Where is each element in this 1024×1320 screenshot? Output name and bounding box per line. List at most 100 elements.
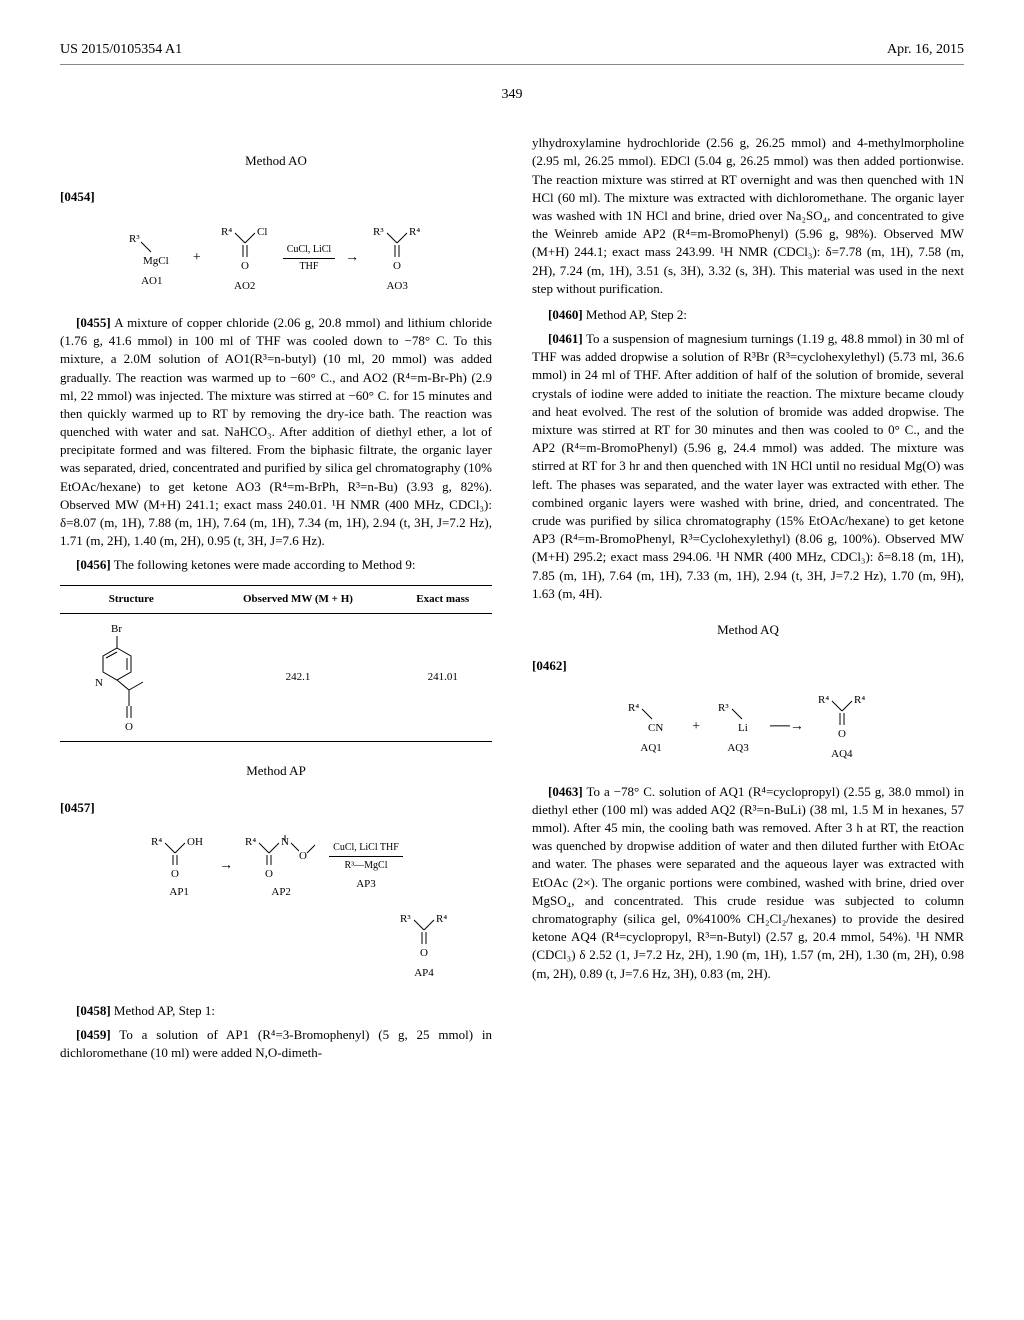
- svg-text:O: O: [171, 868, 179, 879]
- ap4-structure: R³ R⁴ O: [396, 910, 452, 960]
- para-0455-text: A mixture of copper chloride (2.06 g, 20…: [60, 315, 492, 548]
- svg-text:R⁴: R⁴: [245, 836, 256, 848]
- para-0454: [0454]: [60, 188, 492, 206]
- svg-text:O: O: [393, 260, 401, 272]
- aq3-label: AQ3: [727, 741, 748, 756]
- th-structure: Structure: [60, 585, 202, 613]
- aq4-structure: R⁴ R⁴ O: [814, 691, 870, 741]
- ao2-label: AO2: [234, 279, 255, 294]
- para-0463-text: To a −78° C. solution of AQ1 (R⁴=cyclopr…: [532, 784, 964, 981]
- para-0462: [0462]: [532, 657, 964, 675]
- aq3-structure: R³ Li: [716, 697, 760, 735]
- para-0457: [0457]: [60, 799, 492, 817]
- ao3-label: AO3: [386, 279, 407, 294]
- para-num-0457: [0457]: [60, 800, 95, 815]
- plus-ao: +: [193, 248, 201, 268]
- step2-label: Method AP, Step 2:: [586, 307, 687, 322]
- structure-cell: Br N O: [60, 613, 202, 741]
- scheme-ap: R⁴ OH O AP1 → R⁴: [60, 833, 492, 982]
- method-ap-title: Method AP: [60, 762, 492, 780]
- para-0456-text: The following ketones were made accordin…: [114, 557, 416, 572]
- arrow-ao: CuCl, LiCl THF: [283, 243, 335, 274]
- th-exact: Exact mass: [393, 585, 492, 613]
- svg-text:R³: R³: [129, 233, 140, 245]
- para-num-0462: [0462]: [532, 658, 567, 673]
- para-num-0463: [0463]: [548, 784, 583, 799]
- svg-text:R⁴: R⁴: [818, 694, 829, 706]
- ap3-label: AP3: [356, 877, 376, 892]
- arrow-ao-bottom: THF: [295, 259, 322, 274]
- svg-text:R⁴: R⁴: [409, 226, 420, 238]
- svg-text:Cl: Cl: [257, 226, 267, 238]
- svg-text:O: O: [241, 260, 249, 272]
- svg-text:R⁴: R⁴: [151, 836, 162, 848]
- para-0459-text: To a solution of AP1 (R⁴=3-Bromophenyl) …: [60, 1027, 492, 1060]
- svg-text:R³: R³: [400, 913, 411, 925]
- svg-text:R⁴: R⁴: [854, 694, 865, 706]
- para-0455: [0455] A mixture of copper chloride (2.0…: [60, 314, 492, 550]
- aq4-label: AQ4: [831, 747, 852, 762]
- aq1-structure: R⁴ CN: [626, 697, 676, 735]
- svg-text:Br: Br: [111, 623, 122, 635]
- th-mw: Observed MW (M + H): [202, 585, 393, 613]
- ao2-structure: R⁴ Cl O: [217, 223, 273, 273]
- svg-text:O: O: [838, 728, 846, 740]
- svg-text:CN: CN: [648, 722, 663, 734]
- page-header: US 2015/0105354 A1 Apr. 16, 2015: [60, 40, 964, 65]
- svg-text:Li: Li: [738, 722, 748, 734]
- svg-text:R⁴: R⁴: [436, 913, 447, 925]
- ao3-structure: R³ R⁴ O: [369, 223, 425, 273]
- arrow-ap1: →: [219, 859, 233, 873]
- arrow-glyph-ao: →: [345, 251, 359, 265]
- svg-text:O: O: [420, 947, 428, 959]
- para-num-0456: [0456]: [76, 557, 111, 572]
- page-number: 349: [60, 85, 964, 105]
- arrow-ap2: CuCl, LiCl THF R³—MgCl AP3: [329, 841, 403, 892]
- aq1-label: AQ1: [640, 741, 661, 756]
- right-column: ylhydroxylamine hydrochloride (2.56 g, 2…: [532, 134, 964, 1068]
- content-columns: Method AO [0454] R³ MgCl AO1 + R⁴: [60, 134, 964, 1068]
- svg-text:N: N: [95, 677, 103, 689]
- svg-text:R³: R³: [718, 702, 729, 714]
- ketone-table: Structure Observed MW (M + H) Exact mass…: [60, 585, 492, 743]
- arrow-aq: ──→: [770, 720, 804, 734]
- para-num-0459: [0459]: [76, 1027, 111, 1042]
- scheme-aq: R⁴ CN AQ1 + R³ Li AQ3 ──→: [532, 691, 964, 762]
- ap4-label: AP4: [414, 966, 434, 981]
- scheme-ao: R³ MgCl AO1 + R⁴ Cl O: [60, 223, 492, 294]
- mw-cell: 242.1: [202, 613, 393, 741]
- svg-text:R⁴: R⁴: [221, 226, 232, 238]
- svg-text:R⁴: R⁴: [628, 702, 639, 714]
- method-aq-title: Method AQ: [532, 621, 964, 639]
- para-0460: [0460] Method AP, Step 2:: [532, 306, 964, 324]
- arrow-ao-top: CuCl, LiCl: [283, 243, 335, 259]
- ao1-label: AO1: [141, 274, 162, 289]
- para-0461-text: To a suspension of magnesium turnings (1…: [532, 331, 964, 601]
- para-num-0460: [0460]: [548, 307, 583, 322]
- plus-aq: +: [692, 717, 700, 737]
- ap2-structure: R⁴ N O O: [243, 833, 319, 879]
- step1-label: Method AP, Step 1:: [114, 1003, 215, 1018]
- left-column: Method AO [0454] R³ MgCl AO1 + R⁴: [60, 134, 492, 1068]
- para-0456: [0456] The following ketones were made a…: [60, 556, 492, 574]
- para-0458: [0458] Method AP, Step 1:: [60, 1002, 492, 1020]
- ap1-structure: R⁴ OH O: [149, 833, 209, 879]
- para-0459-cont: ylhydroxylamine hydrochloride (2.56 g, 2…: [532, 134, 964, 298]
- arrow-ap2-top: CuCl, LiCl THF: [329, 841, 403, 857]
- para-0463: [0463] To a −78° C. solution of AQ1 (R⁴=…: [532, 783, 964, 983]
- ketone-structure: Br N O: [91, 620, 171, 730]
- svg-text:O: O: [299, 850, 307, 862]
- svg-text:OH: OH: [187, 836, 203, 848]
- para-0461: [0461] To a suspension of magnesium turn…: [532, 330, 964, 603]
- exact-cell: 241.01: [393, 613, 492, 741]
- para-num-0455: [0455]: [76, 315, 111, 330]
- ao1-structure: R³ MgCl: [127, 228, 177, 268]
- svg-text:O: O: [265, 868, 273, 879]
- svg-text:R³: R³: [373, 226, 384, 238]
- method-ao-title: Method AO: [60, 152, 492, 170]
- svg-text:MgCl: MgCl: [143, 255, 169, 267]
- para-0459: [0459] To a solution of AP1 (R⁴=3-Bromop…: [60, 1026, 492, 1062]
- svg-text:O: O: [125, 721, 133, 730]
- para-num-0461: [0461]: [548, 331, 583, 346]
- ap2-label: AP2: [271, 885, 291, 900]
